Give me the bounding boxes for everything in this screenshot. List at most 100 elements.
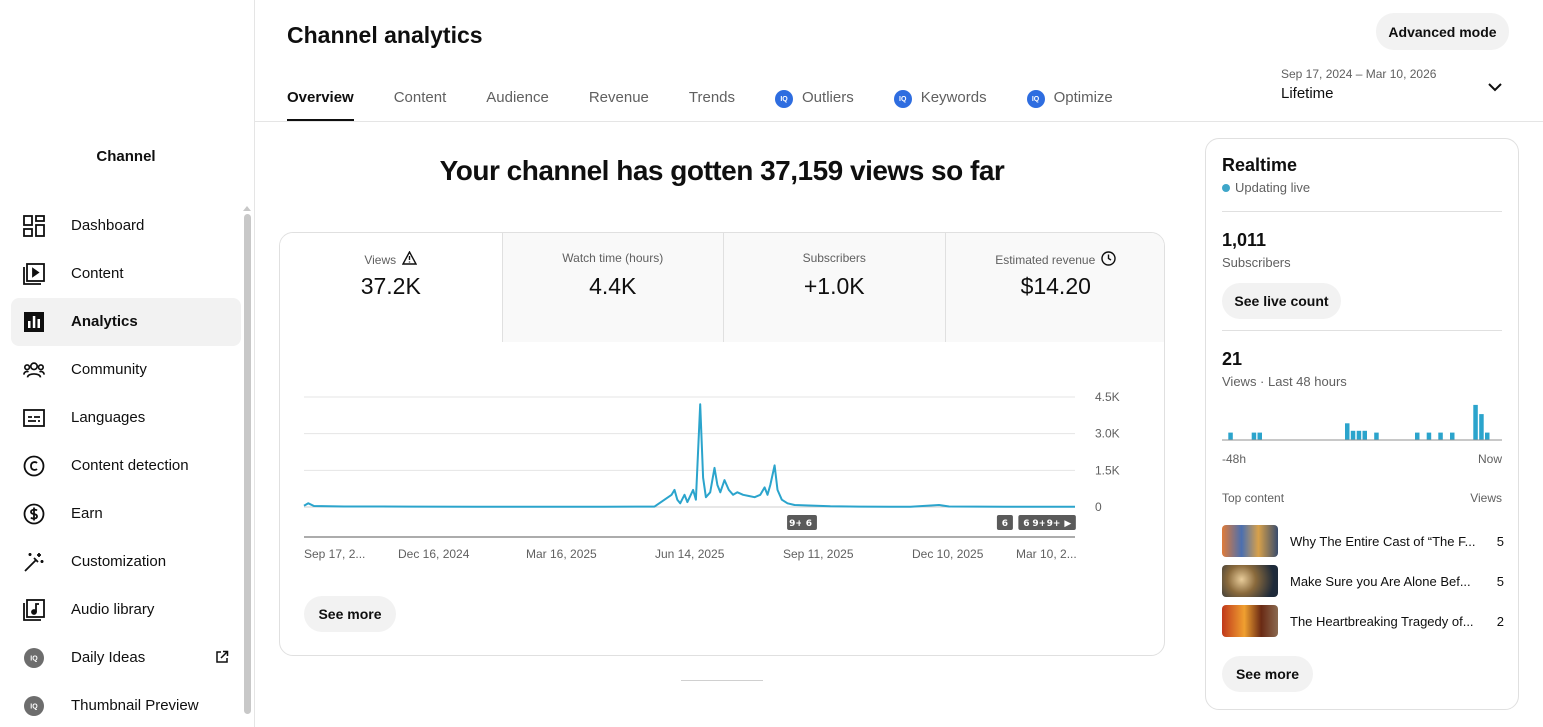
subtitles-icon — [23, 407, 45, 429]
date-range-text[interactable]: Sep 17, 2024 – Mar 10, 2026 — [1281, 67, 1437, 81]
tab-content[interactable]: Content — [394, 86, 447, 122]
live-status-text: Updating live — [1235, 180, 1311, 195]
clock-icon — [1101, 251, 1116, 269]
x-tick-label: Mar 16, 2025 — [526, 547, 597, 561]
sidebar-item-content-detection[interactable]: Content detection — [11, 442, 241, 490]
realtime-title: Realtime — [1222, 155, 1298, 175]
overview-card: Views 37.2K Watch time (hours) 4.4K Subs… — [279, 232, 1165, 656]
metric-watch-time[interactable]: Watch time (hours) 4.4K — [501, 233, 723, 342]
video-marker — [787, 515, 806, 530]
sidebar: Channel Dashboard Content Analytics — [0, 0, 255, 727]
x-tick-label: Sep 17, 2... — [304, 547, 365, 561]
sidebar-item-earn[interactable]: Earn — [11, 490, 241, 538]
top-content-label: Top content — [1222, 491, 1285, 505]
realtime-see-more-button[interactable]: See more — [1222, 656, 1313, 692]
views-line-chart[interactable]: 4.5K 3.0K 1.5K 0 Sep 17, 2... Dec 16, 2024 Mar… — [280, 342, 1165, 582]
tab-label: Optimize — [1053, 89, 1113, 106]
divider — [1222, 211, 1502, 212]
svg-text:IQ: IQ — [30, 704, 38, 711]
tab-label: Overview — [287, 89, 354, 106]
sidebar-item-dashboard[interactable]: Dashboard — [11, 202, 241, 250]
sidebar-scrollbar[interactable] — [244, 214, 251, 714]
sidebar-item-content[interactable]: Content — [11, 250, 241, 298]
sidebar-item-daily-ideas[interactable]: IQ Daily Ideas — [11, 634, 241, 682]
see-live-count-button[interactable]: See live count — [1222, 283, 1341, 319]
video-marker-label: 6 — [1023, 519, 1029, 529]
sidebar-item-label: Content detection — [71, 457, 189, 474]
sidebar-item-thumbnail-preview[interactable]: IQ Thumbnail Preview — [11, 682, 241, 727]
live-dot-icon — [1222, 183, 1230, 192]
metric-estimated-revenue[interactable]: Estimated revenue $14.20 — [944, 233, 1164, 342]
realtime-bar-chart[interactable] — [1222, 394, 1504, 454]
metric-subscribers[interactable]: Subscribers +1.0K — [723, 233, 945, 342]
realtime-bar — [1450, 432, 1455, 440]
metric-label: Watch time (hours) — [562, 251, 664, 265]
sidebar-item-analytics[interactable]: Analytics — [11, 298, 241, 346]
tab-optimize[interactable]: IQ Optimize — [1026, 86, 1113, 122]
y-tick-label: 3.0K — [1095, 427, 1120, 441]
sidebar-item-label: Audio library — [71, 601, 155, 618]
sidebar-item-customization[interactable]: Customization — [11, 538, 241, 586]
realtime-subscribers-label: Subscribers — [1222, 255, 1291, 270]
realtime-bar — [1228, 432, 1233, 440]
advanced-mode-button[interactable]: Advanced mode — [1376, 13, 1509, 50]
video-marker-label: 9+ — [789, 519, 803, 529]
realtime-bar — [1479, 414, 1484, 440]
tab-label: Outliers — [802, 89, 854, 106]
video-thumbnail — [1222, 565, 1278, 597]
realtime-bar — [1251, 432, 1257, 440]
y-tick-label: 1.5K — [1095, 463, 1120, 477]
sidebar-item-languages[interactable]: Languages — [11, 394, 241, 442]
header-divider — [255, 121, 1543, 122]
content-icon — [23, 263, 45, 285]
tab-overview[interactable]: Overview — [287, 86, 354, 122]
metric-label: Subscribers — [802, 251, 866, 265]
realtime-views-value: 21 — [1222, 349, 1243, 369]
analytics-icon — [23, 311, 45, 333]
scroll-up-arrow[interactable] — [243, 206, 251, 211]
sidebar-item-label: Languages — [71, 409, 146, 426]
tab-revenue[interactable]: Revenue — [589, 86, 649, 122]
sidebar-item-audio-library[interactable]: Audio library — [11, 586, 241, 634]
date-preset[interactable]: Lifetime — [1281, 85, 1334, 102]
tab-trends[interactable]: Trends — [689, 86, 735, 122]
realtime-subscribers-value: 1,011 — [1222, 230, 1267, 250]
realtime-bar — [1426, 432, 1432, 440]
metric-views[interactable]: Views 37.2K — [280, 233, 502, 342]
dollar-icon — [23, 503, 45, 525]
tab-keywords[interactable]: IQ Keywords — [893, 86, 987, 122]
top-content-row[interactable]: Make Sure you Are Alone Bef... 5 — [1222, 565, 1504, 597]
sidebar-item-label: Content — [71, 265, 124, 282]
metric-label-row: Subscribers — [724, 251, 945, 265]
community-icon — [23, 359, 45, 381]
top-content-views-label: Views — [1470, 491, 1502, 505]
see-more-button[interactable]: See more — [304, 596, 396, 632]
tab-outliers[interactable]: IQ Outliers — [775, 86, 854, 122]
video-thumbnail — [1222, 525, 1278, 557]
metric-label-row: Views — [280, 250, 502, 268]
tab-audience[interactable]: Audience — [486, 86, 549, 122]
tab-label: Trends — [688, 89, 736, 106]
video-marker-label: 6 — [1002, 519, 1008, 529]
chevron-down-icon[interactable] — [1486, 78, 1504, 101]
sidebar-item-label: Daily Ideas — [71, 649, 146, 666]
realtime-bar — [1257, 432, 1262, 440]
channel-label: Channel — [96, 148, 156, 165]
sidebar-nav: Dashboard Content Analytics Community — [0, 202, 242, 727]
sidebar-item-community[interactable]: Community — [11, 346, 241, 394]
sidebar-item-label: Community — [71, 361, 147, 378]
realtime-axis-start: -48h — [1222, 452, 1247, 466]
warning-icon — [401, 250, 418, 268]
realtime-bar — [1415, 432, 1420, 440]
sidebar-item-label: Earn — [71, 505, 103, 522]
realtime-bar — [1362, 430, 1367, 441]
top-content-row[interactable]: Why The Entire Cast of “The F... 5 — [1222, 525, 1504, 557]
realtime-bar — [1356, 430, 1362, 441]
top-content-row[interactable]: The Heartbreaking Tragedy of... 2 — [1222, 605, 1504, 637]
tab-label: Keywords — [920, 89, 987, 106]
realtime-card: Realtime Updating live 1,011 Subscribers… — [1205, 138, 1519, 710]
video-marker — [1044, 515, 1063, 530]
tab-label: Audience — [486, 89, 549, 106]
page-title: Channel analytics — [287, 22, 483, 48]
live-status: Updating live — [1222, 180, 1310, 195]
